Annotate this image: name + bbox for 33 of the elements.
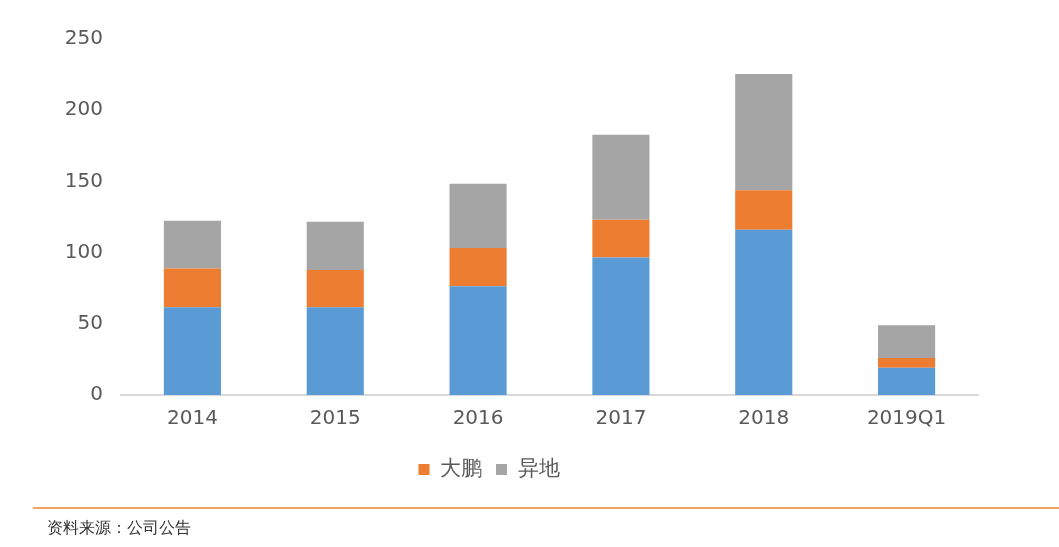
legend-label: 大鹏 bbox=[440, 455, 482, 480]
bar bbox=[163, 220, 221, 269]
bar bbox=[735, 74, 793, 191]
x-tick-label: 2016 bbox=[452, 405, 504, 430]
x-tick-label: 2019Q1 bbox=[866, 405, 947, 430]
bar bbox=[163, 268, 221, 308]
bar bbox=[592, 257, 650, 395]
x-tick-label: 2018 bbox=[738, 405, 790, 430]
bar bbox=[878, 367, 936, 395]
y-tick-label: 50 bbox=[77, 310, 103, 334]
bar bbox=[592, 219, 650, 258]
y-tick-label: 200 bbox=[64, 96, 103, 121]
bar bbox=[449, 183, 507, 249]
bar bbox=[592, 134, 650, 220]
x-tick-label: 2017 bbox=[595, 405, 647, 430]
y-tick-label: 0 bbox=[90, 381, 103, 406]
x-tick-label: 2014 bbox=[166, 405, 218, 430]
bar bbox=[163, 307, 221, 395]
bar bbox=[735, 190, 793, 230]
text: 资料来源：公司公告 bbox=[47, 518, 191, 538]
bar bbox=[306, 221, 364, 271]
y-tick-label: 100 bbox=[64, 238, 103, 263]
y-tick-label: 250 bbox=[64, 25, 103, 50]
bar bbox=[449, 248, 507, 287]
bar bbox=[735, 229, 793, 395]
x-tick-label: 2015 bbox=[309, 405, 361, 430]
bar bbox=[878, 357, 936, 368]
bar bbox=[306, 270, 364, 308]
y-tick-label: 150 bbox=[64, 167, 103, 192]
legend-label: 异地 bbox=[517, 455, 560, 480]
bar bbox=[306, 307, 364, 395]
bar bbox=[878, 325, 936, 358]
bar bbox=[449, 286, 507, 395]
